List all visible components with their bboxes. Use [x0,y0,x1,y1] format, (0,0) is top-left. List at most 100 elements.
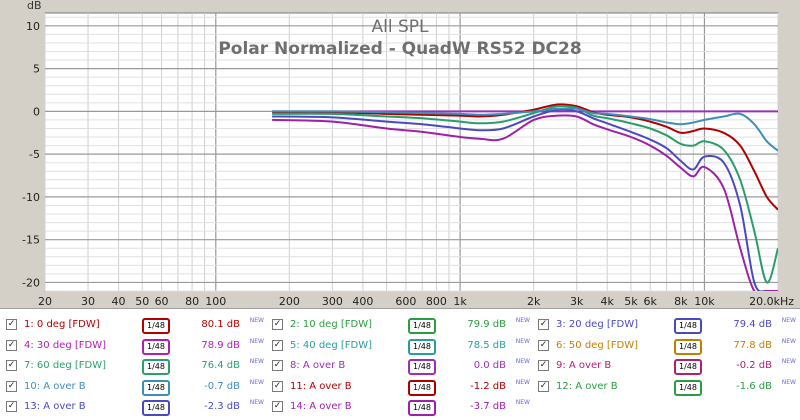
legend-entry[interactable]: ✓ 14: A over B 1/48 -3.7 dB NEW [272,399,534,417]
legend-new-tag: NEW [781,317,796,324]
x-tick-label: 80 [185,295,199,308]
legend-entry[interactable]: ✓ 13: A over B 1/48 -2.3 dB NEW [6,399,268,417]
legend-name: 9: A over B [556,360,612,371]
x-tick-label: 50 [135,295,149,308]
legend-checkbox[interactable]: ✓ [272,401,283,412]
smoothing-button[interactable]: 1/48 [408,318,436,334]
legend-checkbox[interactable]: ✓ [6,401,17,412]
smoothing-button[interactable]: 1/48 [408,400,436,416]
legend-checkbox[interactable]: ✓ [538,319,549,330]
legend-value: 78.9 dB [201,339,240,351]
smoothing-button[interactable]: 1/48 [408,359,436,375]
smoothing-button[interactable]: 1/48 [408,379,436,396]
smoothing-button[interactable]: 1/48 [674,359,702,375]
smoothing-button[interactable]: 1/48 [674,318,702,334]
y-axis-label: dB [27,0,42,12]
smoothing-button[interactable]: 1/48 [674,338,702,355]
smoothing-button[interactable]: 1/48 [408,338,436,355]
legend-name: 3: 20 deg [FDW] [556,319,638,330]
legend-panel: ✓ 1: 0 deg [FDW] 1/48 80.1 dB NEW ✓ 2: 10 deg … [0,308,800,420]
legend-entry[interactable]: ✓ 1: 0 deg [FDW] 1/48 80.1 dB NEW [6,317,268,335]
legend-value: -0.2 dB [736,360,772,371]
x-tick-label: 100 [205,295,226,308]
y-tick-label: 0 [33,105,40,118]
legend-name: 4: 30 deg [FDW] [24,339,106,351]
x-tick-label: 40 [112,295,126,308]
x-tick-label: 200 [279,295,300,308]
legend-entry[interactable]: ✓ 12: A over B 1/48 -1.6 dB NEW [538,379,800,397]
grid [44,13,779,292]
legend-new-tag: NEW [515,337,530,345]
legend-new-tag: NEW [249,317,264,324]
legend-checkbox[interactable]: ✓ [6,380,17,392]
legend-entry[interactable]: ✓ 7: 60 deg [FDW] 1/48 76.4 dB NEW [6,358,268,376]
legend-value: 79.4 dB [733,319,772,330]
series-line-3 [272,104,778,284]
legend-checkbox[interactable]: ✓ [6,360,17,371]
legend-entry[interactable]: ✓ 10: A over B 1/48 -0.7 dB NEW [6,379,268,397]
legend-new-tag: NEW [249,358,264,365]
legend-checkbox[interactable]: ✓ [538,380,549,392]
legend-checkbox[interactable]: ✓ [6,339,17,351]
legend-new-tag: NEW [515,399,530,406]
x-tick-label: 20 [38,295,52,308]
legend-value: -2.3 dB [204,401,240,412]
plot-area [44,12,779,292]
legend-checkbox[interactable]: ✓ [538,360,549,371]
legend-new-tag: NEW [781,358,796,365]
legend-entry[interactable]: ✓ 11: A over B 1/48 -1.2 dB NEW [272,379,534,397]
y-tick-label: -20 [22,276,40,289]
legend-name: 11: A over B [290,380,352,392]
legend-value: 78.5 dB [467,339,506,351]
series-line-4 [272,108,778,291]
smoothing-button[interactable]: 1/48 [142,338,170,355]
legend-name: 1: 0 deg [FDW] [24,319,100,330]
legend-checkbox[interactable]: ✓ [272,339,283,351]
legend-name: 8: A over B [290,360,346,371]
legend-value: 0.0 dB [473,360,506,371]
legend-checkbox[interactable]: ✓ [272,319,283,330]
legend-entry[interactable]: ✓ 9: A over B 1/48 -0.2 dB NEW [538,358,800,376]
legend-name: 12: A over B [556,380,618,392]
legend-name: 13: A over B [24,401,86,412]
legend-value: 76.4 dB [201,360,240,371]
legend-entry[interactable]: ✓ 5: 40 deg [FDW] 1/48 78.5 dB NEW [272,338,534,356]
y-tick-label: -5 [29,148,40,161]
legend-entry[interactable]: ✓ 4: 30 deg [FDW] 1/48 78.9 dB NEW [6,338,268,356]
legend-name: 14: A over B [290,401,352,412]
smoothing-button[interactable]: 1/48 [142,318,170,334]
x-tick-label: 2k [527,295,541,308]
legend-checkbox[interactable]: ✓ [272,380,283,392]
legend-value: -1.6 dB [736,380,772,392]
legend-name: 2: 10 deg [FDW] [290,319,372,330]
legend-name: 10: A over B [24,380,86,392]
legend-checkbox[interactable]: ✓ [538,339,549,351]
legend-checkbox[interactable]: ✓ [272,360,283,371]
smoothing-button[interactable]: 1/48 [674,379,702,396]
series-line-6 [272,107,778,152]
legend-value: 77.8 dB [733,339,772,351]
x-tick-label: 600 [395,295,416,308]
legend-entry[interactable]: ✓ 8: A over B 1/48 0.0 dB NEW [272,358,534,376]
legend-name: 7: 60 deg [FDW] [24,360,106,371]
x-tick-label: 400 [352,295,373,308]
legend-new-tag: NEW [781,378,796,386]
legend-value: -3.7 dB [470,401,506,412]
series-line-5 [272,114,778,291]
legend-value: 80.1 dB [201,319,240,330]
legend-entry[interactable]: ✓ 6: 50 deg [FDW] 1/48 77.8 dB NEW [538,338,800,356]
legend-new-tag: NEW [249,378,264,386]
legend-checkbox[interactable]: ✓ [6,319,17,330]
smoothing-button[interactable]: 1/48 [142,359,170,375]
smoothing-button[interactable]: 1/48 [142,379,170,396]
smoothing-button[interactable]: 1/48 [142,400,170,416]
series-lines [272,103,778,291]
legend-entry[interactable]: ✓ 2: 10 deg [FDW] 1/48 79.9 dB NEW [272,317,534,335]
legend-entry[interactable]: ✓ 3: 20 deg [FDW] 1/48 79.4 dB NEW [538,317,800,335]
chart-subtitle: Polar Normalized - QuadW RS52 DC28 [218,39,581,59]
legend-new-tag: NEW [781,337,796,345]
x-tick-label: 4k [601,295,615,308]
legend-value: -0.7 dB [204,380,240,392]
legend-new-tag: NEW [515,317,530,324]
